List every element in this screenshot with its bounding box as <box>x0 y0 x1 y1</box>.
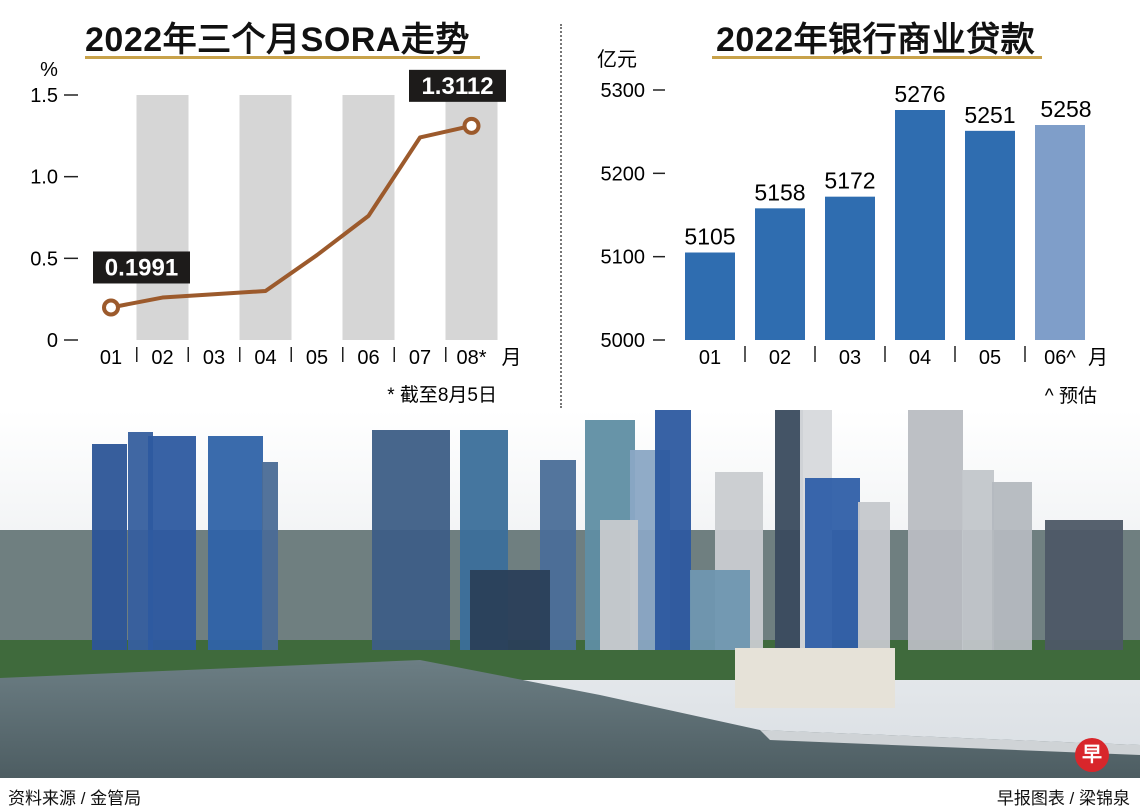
loan-bar <box>965 130 1015 340</box>
credit-text: 早报图表 / 梁锦泉 <box>996 789 1130 808</box>
loan-bar <box>895 110 945 340</box>
skyline-building <box>470 570 550 650</box>
sora-y-tick-label: 1.5 <box>30 85 58 107</box>
sora-y-tick-label: 0.5 <box>30 248 58 270</box>
sora-x-tick-label: 03 <box>203 347 225 369</box>
loan-x-tick-label: 04 <box>909 347 931 369</box>
skyline-building <box>690 570 750 650</box>
sora-y-unit: % <box>40 60 58 81</box>
sora-chart-title: 2022年三个月SORA走势 <box>85 21 470 59</box>
skyline-building <box>992 482 1032 650</box>
sora-x-unit: 月 <box>502 347 522 369</box>
loan-bar <box>825 196 875 340</box>
skyline-building <box>372 430 450 650</box>
sora-footnote: * 截至8月5日 <box>387 384 497 406</box>
loan-bar-value-label: 5258 <box>1040 96 1091 122</box>
skyline-building <box>600 520 638 650</box>
sora-y-tick-label: 1.0 <box>30 167 58 189</box>
sora-x-tick-label: 02 <box>151 347 173 369</box>
fullerton-building <box>735 648 895 708</box>
loan-y-tick-label: 5000 <box>601 330 646 352</box>
loan-bar <box>685 252 735 340</box>
loan-x-tick-label: 03 <box>839 347 861 369</box>
sora-x-tick-label: 07 <box>409 347 431 369</box>
loan-y-unit: 亿元 <box>597 48 637 71</box>
loan-bar-value-label: 5158 <box>754 179 805 205</box>
sora-value-label: 1.3112 <box>421 73 493 100</box>
loan-y-tick-label: 5200 <box>601 163 646 185</box>
sora-value-label-box <box>93 251 190 284</box>
loan-x-tick-label: 01 <box>699 347 721 369</box>
sora-x-tick-label: 06 <box>357 347 379 369</box>
sora-x-tick-label: 05 <box>306 347 328 369</box>
loan-bar <box>755 208 805 340</box>
loan-chart-title: 2022年银行商业贷款 <box>716 21 1036 59</box>
esplanade-bridge <box>760 730 1140 755</box>
sora-background-bar <box>136 95 189 340</box>
sora-x-tick-label: 04 <box>254 347 276 369</box>
loan-bar-value-label: 5276 <box>894 81 945 107</box>
sora-value-label-box <box>409 69 506 102</box>
skyline-building <box>92 444 127 650</box>
skyline-building <box>655 410 691 650</box>
skyline-building <box>962 470 994 650</box>
loan-y-tick-label: 5300 <box>601 80 646 102</box>
loan-x-tick-label: 02 <box>769 347 791 369</box>
loan-title-rule <box>712 56 1042 59</box>
skyline-building <box>858 502 890 650</box>
loan-footnote: ^ 预估 <box>1045 385 1097 407</box>
sora-value-label: 0.1991 <box>105 254 178 281</box>
skyline-building <box>262 462 278 650</box>
loan-bar-value-label: 5105 <box>684 224 735 250</box>
loan-y-tick-label: 5100 <box>601 247 646 269</box>
city-skyline-photo <box>0 410 1140 778</box>
loan-x-unit: 月 <box>1088 347 1108 369</box>
sora-y-tick-label: 0 <box>47 330 58 352</box>
sora-point <box>102 298 120 317</box>
skyline-building <box>805 478 860 650</box>
sora-title-rule <box>85 56 480 59</box>
skyline-building <box>908 410 963 650</box>
loan-bar-value-label: 5172 <box>824 168 875 194</box>
sora-x-tick-label: 08* <box>456 347 486 369</box>
skyline-building <box>1045 520 1123 650</box>
panel-divider <box>560 24 562 408</box>
sora-background-bar <box>239 95 292 340</box>
skyline-building <box>148 436 196 650</box>
loan-x-tick-label: 05 <box>979 347 1001 369</box>
skyline-building <box>208 436 263 650</box>
marina-bay-water <box>0 660 1140 778</box>
sora-line <box>110 123 472 310</box>
skyline-building <box>775 410 803 650</box>
loan-chart: 亿元 5000 5100 5200 5300 5105 5158 5172 5276 5251 52… <box>597 48 1108 407</box>
loan-bar <box>1035 125 1085 340</box>
sora-background-bar <box>445 95 498 340</box>
loan-bar-value-label: 5251 <box>964 102 1015 128</box>
sora-point <box>462 116 481 135</box>
loan-x-tick-label: 06^ <box>1044 347 1076 369</box>
sora-x-tick-label: 01 <box>100 347 122 369</box>
source-text: 资料来源 / 金管局 <box>8 789 142 808</box>
zaobao-logo: 早 <box>1075 738 1109 772</box>
sora-chart: % 0 0.5 1.0 1.5 01 02 03 04 05 06 07 08* 月 0.1991 1.311… <box>30 60 522 406</box>
